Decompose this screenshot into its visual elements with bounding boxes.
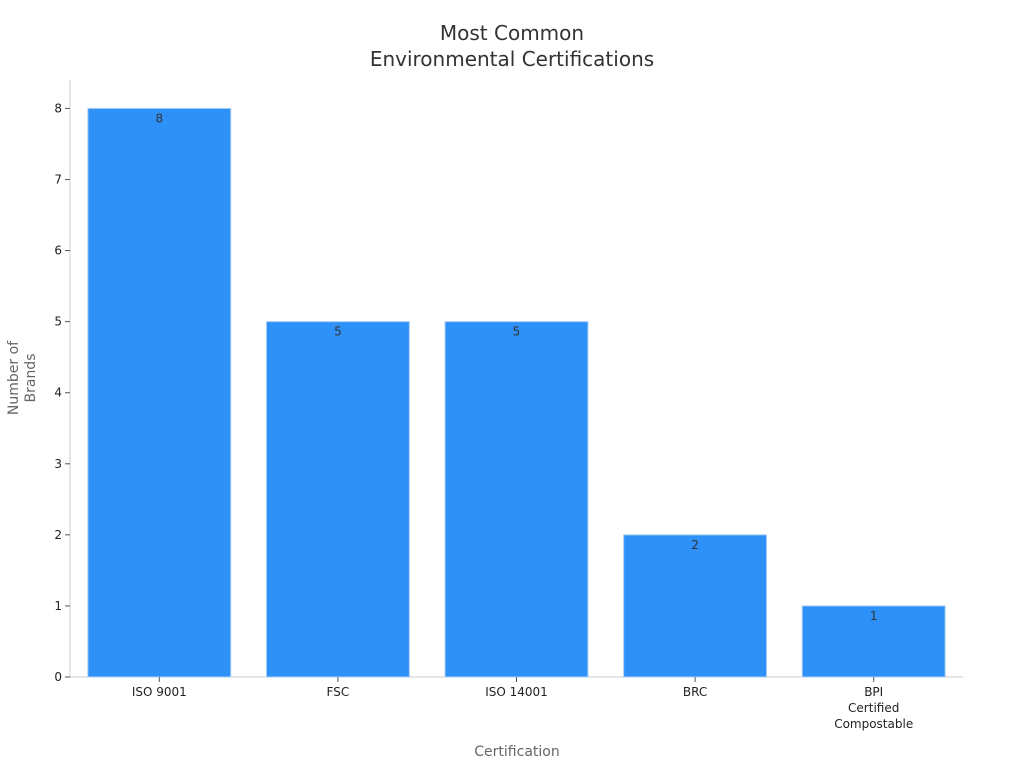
y-tick-label: 3	[54, 457, 62, 471]
y-tick-label: 0	[54, 670, 62, 684]
bar	[265, 321, 410, 678]
chart-title-line-1: Most Common	[440, 21, 584, 45]
bar	[623, 534, 768, 678]
bar-value-label: 5	[513, 325, 521, 339]
plot-area: 0 1 2 3 4 5 6 7 8 8 ISO 9001 5 FSC 5 ISO 14001 2 BRC 1 BPI…	[54, 80, 963, 731]
y-tick-label: 1	[54, 599, 62, 613]
y-tick-label: 8	[54, 101, 62, 115]
x-tick-label: BRC	[683, 685, 707, 699]
x-tick-label: ISO 14001	[485, 685, 548, 699]
y-tick-label: 5	[54, 315, 62, 329]
y-tick-label: 6	[54, 244, 62, 258]
bar	[444, 321, 589, 678]
bar-value-label: 1	[870, 609, 878, 623]
chart-title: Most Common Environmental Certifications	[370, 21, 654, 71]
x-tick-label: BPI Certified Compostable	[834, 685, 913, 731]
bar-value-label: 2	[691, 538, 699, 552]
chart-title-line-2: Environmental Certifications	[370, 47, 654, 71]
bar-value-label: 5	[334, 325, 342, 339]
x-tick-label: FSC	[327, 685, 350, 699]
bar	[87, 107, 232, 678]
y-axis-title: Number of Brands	[6, 340, 39, 415]
x-axis-title: Certification	[474, 744, 559, 760]
y-axis-title-line-1: Number of	[6, 340, 22, 415]
bar-value-label: 8	[155, 111, 163, 125]
y-tick-label: 2	[54, 528, 62, 542]
y-axis-title-line-2: Brands	[23, 354, 39, 403]
x-tick-label: ISO 9001	[132, 685, 187, 699]
y-tick-label: 7	[54, 173, 62, 187]
bar	[801, 605, 946, 678]
y-tick-label: 4	[54, 386, 62, 400]
